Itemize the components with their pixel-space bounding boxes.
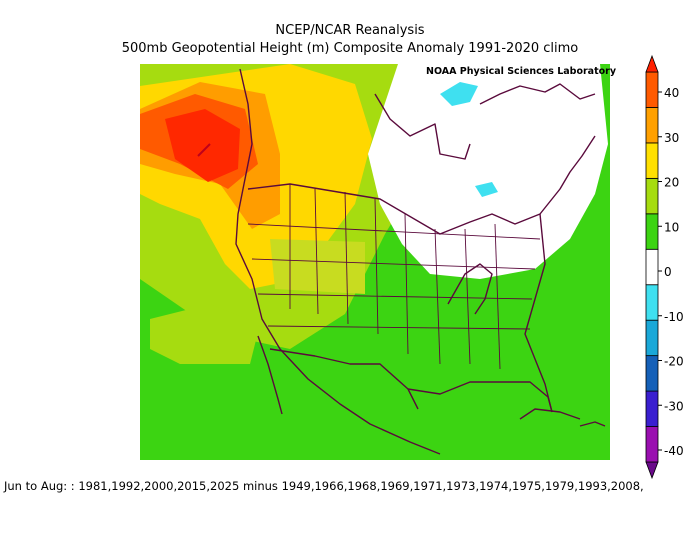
lab-label: NOAA Physical Sciences Laboratory: [426, 66, 617, 77]
anomaly-field-olive: [270, 239, 365, 294]
west-coastline: [235, 68, 441, 455]
colorbar-cell: [645, 319, 659, 357]
anomaly-field-white: [368, 64, 608, 279]
colorbar-cells: [645, 54, 659, 480]
atlantic-coast-north: [539, 135, 596, 215]
state-line-h2: [251, 258, 536, 270]
colorbar-cell: [645, 213, 659, 250]
state-line-7: [464, 228, 471, 365]
hudson-bay-shore: [374, 93, 471, 160]
great-lakes: [447, 263, 493, 315]
state-line-6: [434, 228, 441, 365]
colorbar-cell: [645, 142, 659, 179]
state-line-h3: [257, 293, 533, 300]
negative-anomaly-quebec: [475, 182, 498, 197]
state-line-4: [374, 198, 379, 335]
colorbar-cell: [645, 355, 659, 392]
state-line-8: [494, 223, 501, 370]
anomaly-contour-mark: [197, 143, 211, 157]
state-lines: [247, 184, 541, 370]
colorbar-tick-label: 40: [664, 86, 679, 100]
cuba: [519, 408, 581, 420]
colorbar-tick-label: 20: [664, 176, 679, 190]
colorbar-cell: [645, 284, 659, 321]
colorbar-tick-label: -40: [664, 444, 684, 458]
state-line-h4: [267, 325, 531, 330]
colorbar-cell: [645, 71, 659, 108]
composite-caption: Jun to Aug: : 1981,1992,2000,2015,2025 m…: [4, 479, 644, 493]
state-line-3: [344, 191, 349, 325]
map-title: NCEP/NCAR Reanalysis: [275, 23, 425, 38]
baja-peninsula: [257, 335, 283, 415]
state-line-5: [404, 213, 409, 355]
colorbar: 40 30 20 10 0 -10 -20 -30 -40: [645, 54, 684, 480]
arctic-islands: [479, 83, 596, 105]
colorbar-cell: [645, 426, 659, 463]
anomaly-map: [140, 64, 610, 460]
colorbar-tick-label: 30: [664, 131, 679, 145]
anomaly-field-red-core: [165, 109, 240, 182]
atlantic-coast-south: [524, 213, 553, 413]
colorbar-cell: [645, 177, 659, 215]
colorbar-ticks: 40 30 20 10 0 -10 -20 -30 -40: [658, 86, 684, 458]
colorbar-cell: [645, 107, 659, 144]
anomaly-field-lightgreen-2: [150, 304, 260, 364]
borders: [235, 68, 606, 455]
colorbar-cell: [645, 248, 659, 286]
us-canada-border: [247, 183, 541, 235]
colorbar-min-triangle: [645, 461, 659, 480]
state-line-h1: [247, 223, 541, 240]
colorbar-tick-label: 0: [664, 265, 672, 279]
colorbar-max-triangle: [645, 54, 659, 73]
colorbar-tick-label: -10: [664, 310, 684, 324]
colorbar-tick-label: -20: [664, 355, 684, 369]
negative-anomaly-hudson: [440, 82, 478, 106]
us-mexico-border: [269, 348, 419, 410]
hispaniola: [579, 421, 606, 427]
map-subtitle: 500mb Geopotential Height (m) Composite …: [121, 41, 579, 56]
state-line-2: [314, 188, 319, 315]
colorbar-cell: [645, 390, 659, 427]
colorbar-tick-label: 10: [664, 220, 679, 234]
colorbar-tick-label: -30: [664, 399, 684, 413]
